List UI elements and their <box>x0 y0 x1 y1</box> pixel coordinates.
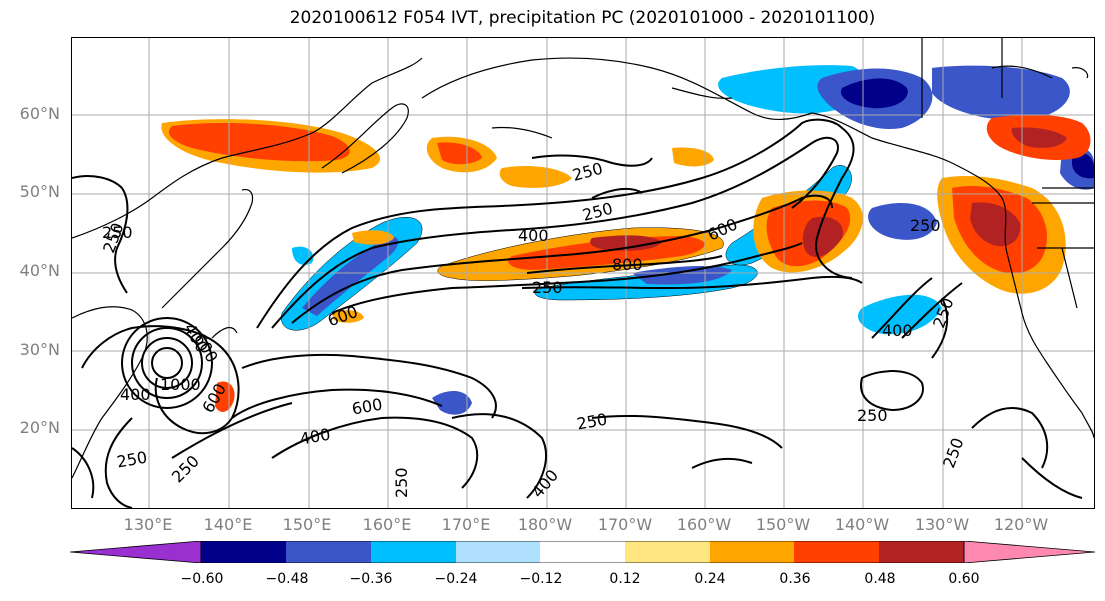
lat-label-60n: 60°N <box>19 104 60 123</box>
contour-label: 250 <box>570 159 604 185</box>
ivt-contours <box>72 118 1083 508</box>
contour-label: 250 <box>857 406 888 425</box>
colorbar-bin <box>540 541 625 563</box>
colorbar-bin <box>710 541 794 563</box>
contour-label: 800 <box>612 255 643 274</box>
contour-label: 250 <box>102 223 133 242</box>
colorbar-tick: −0.24 <box>434 571 478 587</box>
colorbar-tick: −0.60 <box>180 571 224 587</box>
colorbar-tick: −0.48 <box>265 571 309 587</box>
lon-label-120w: 120°W <box>993 515 1049 534</box>
contour-label: 400 <box>882 321 913 340</box>
contour-label: 250 <box>392 467 411 498</box>
colorbar-tick: 0.60 <box>948 571 980 587</box>
contour-label: 1000 <box>160 375 201 394</box>
contour-label: 400 <box>120 385 151 404</box>
colorbar-bin <box>371 541 456 563</box>
colorbar-svg <box>69 540 1096 564</box>
colorbar-bin <box>625 541 710 563</box>
colorbar-extend-low <box>69 540 202 564</box>
lon-label-150w: 150°W <box>755 515 811 534</box>
lon-label-170w: 170°W <box>597 515 653 534</box>
lon-label-160e: 160°E <box>362 515 412 534</box>
map-title: 2020100612 F054 IVT, precipitation PC (2… <box>289 8 876 28</box>
colorbar-bin <box>456 541 540 563</box>
graticule <box>72 38 1094 508</box>
contour-label: 250 <box>910 216 941 235</box>
lon-label-180w: 180°W <box>517 515 573 534</box>
lon-label-140w: 140°W <box>834 515 890 534</box>
colorbar <box>69 540 1096 564</box>
lat-label-20n: 20°N <box>19 418 60 437</box>
colorbar-bin <box>286 541 371 563</box>
contour-label: 400 <box>518 226 549 245</box>
contour-label: 250 <box>115 448 148 472</box>
map-svg: 250 250 250 400 600 800 250 600 250 400 … <box>72 38 1094 508</box>
lat-label-50n: 50°N <box>19 182 60 201</box>
lon-label-130w: 130°W <box>914 515 970 534</box>
lat-label-40n: 40°N <box>19 261 60 280</box>
colorbar-tick: 0.36 <box>779 571 811 587</box>
contour-label: 250 <box>580 199 614 225</box>
colorbar-tick: −0.36 <box>349 571 393 587</box>
colorbar-tick: −0.12 <box>519 571 563 587</box>
colorbar-extend-high <box>963 540 1096 564</box>
colorbar-bin <box>201 541 286 563</box>
colorbar-tick: 0.24 <box>694 571 726 587</box>
lon-label-150e: 150°E <box>282 515 332 534</box>
contour-label: 400 <box>528 466 562 502</box>
colorbar-bin <box>794 541 879 563</box>
lon-label-140e: 140°E <box>203 515 253 534</box>
lat-label-30n: 30°N <box>19 340 60 359</box>
colorbar-bin <box>879 541 964 563</box>
contour-label: 400 <box>298 425 331 449</box>
contour-label: 600 <box>350 395 383 419</box>
map-panel: 250 250 250 400 600 800 250 600 250 400 … <box>71 37 1095 509</box>
lon-label-160w: 160°W <box>676 515 732 534</box>
colorbar-tick: 0.12 <box>609 571 641 587</box>
colorbar-tick: 0.48 <box>864 571 896 587</box>
contour-label: 250 <box>532 278 563 297</box>
lon-label-130e: 130°E <box>123 515 173 534</box>
lon-label-170e: 170°E <box>441 515 491 534</box>
